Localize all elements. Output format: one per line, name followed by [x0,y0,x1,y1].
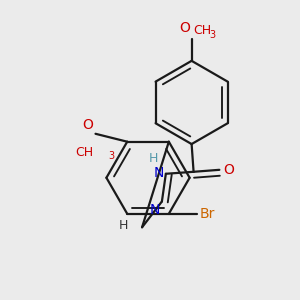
Text: CH: CH [194,24,212,37]
Text: H: H [119,219,128,232]
Text: N: N [154,166,164,180]
Text: N: N [149,203,160,218]
Text: Br: Br [200,207,215,221]
Text: O: O [83,118,94,132]
Text: O: O [223,163,234,177]
Text: 3: 3 [108,151,115,160]
Text: 3: 3 [209,30,216,40]
Text: CH: CH [75,146,94,159]
Text: O: O [179,21,190,35]
Text: H: H [148,152,158,165]
